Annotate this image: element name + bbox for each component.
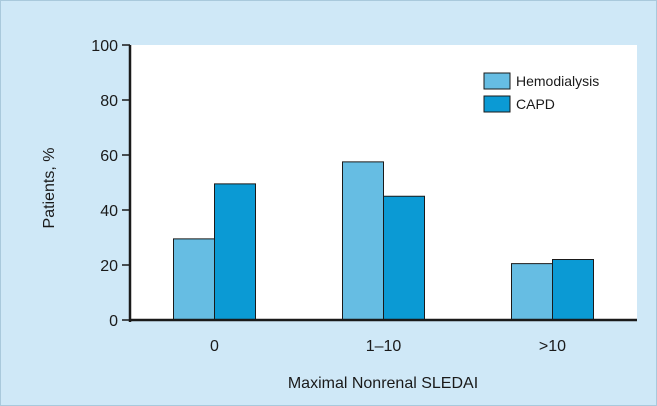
legend-swatch-hemodialysis xyxy=(483,72,511,90)
x-axis-label: Maximal Nonrenal SLEDAI xyxy=(288,375,478,392)
legend: Hemodialysis CAPD xyxy=(483,72,599,113)
bar-hemodialysis-3 xyxy=(511,263,553,321)
y-axis-label: Patients, % xyxy=(41,148,58,229)
y-tick-label: 80 xyxy=(100,93,118,110)
bar-capd-3 xyxy=(552,259,594,321)
bar-capd-2 xyxy=(383,195,425,321)
bar-capd-1 xyxy=(214,183,256,321)
y-tick-label: 60 xyxy=(100,148,118,165)
x-tick-label: 0 xyxy=(210,338,219,355)
y-ticks-group: 0 20 40 60 80 100 xyxy=(91,38,130,330)
bar-hemodialysis-1 xyxy=(173,238,215,321)
bar-hemodialysis-2 xyxy=(342,161,384,321)
legend-swatch-capd xyxy=(483,95,511,113)
y-tick-label: 0 xyxy=(109,313,118,330)
legend-label-hemodialysis: Hemodialysis xyxy=(516,73,599,89)
y-tick-label: 100 xyxy=(91,38,118,55)
x-tick-label: >10 xyxy=(539,338,566,355)
x-ticks-group: 0 1–10 >10 xyxy=(210,338,566,355)
bars-group xyxy=(173,161,594,321)
legend-label-capd: CAPD xyxy=(516,96,555,112)
x-tick-label: 1–10 xyxy=(366,338,402,355)
y-tick-label: 20 xyxy=(100,258,118,275)
y-tick-label: 40 xyxy=(100,203,118,220)
